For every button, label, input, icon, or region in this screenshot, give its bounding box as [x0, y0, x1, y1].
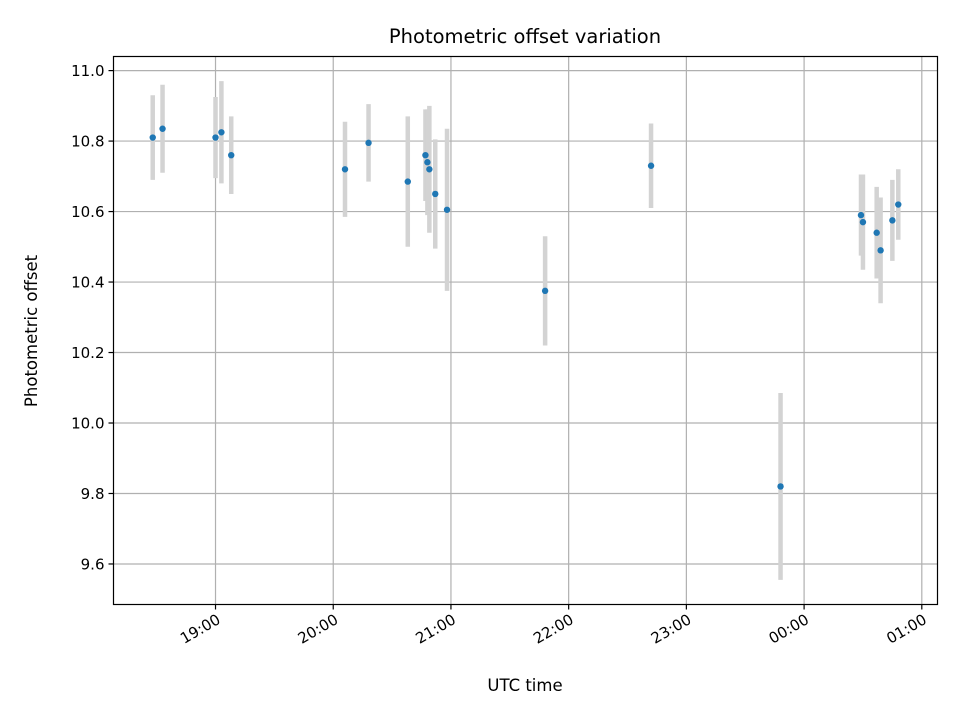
x-tick-label: 21:00	[413, 610, 459, 647]
x-tick-label: 20:00	[295, 610, 341, 647]
data-point	[422, 151, 429, 159]
y-tick-label: 10.2	[71, 344, 104, 362]
data-point	[212, 134, 219, 141]
data-point	[228, 151, 235, 159]
plot-frame	[112, 55, 939, 606]
data-point	[341, 166, 349, 173]
data-point	[541, 287, 549, 295]
grid	[113, 56, 938, 605]
data-point	[859, 218, 867, 226]
data-point	[873, 229, 880, 236]
data-point	[149, 134, 156, 141]
data-point	[218, 129, 225, 136]
y-tick-label: 10.8	[71, 133, 104, 151]
y-tick-label: 10.6	[71, 203, 104, 221]
x-tick-label: 22:00	[530, 610, 576, 647]
error-bars	[150, 81, 901, 580]
data-point	[443, 206, 451, 213]
y-tick-label: 9.8	[81, 485, 105, 503]
x-tick-label: 00:00	[766, 610, 812, 647]
y-axis-title: Photometric offset	[22, 254, 41, 407]
data-point	[777, 483, 784, 490]
data-points	[149, 125, 902, 490]
x-axis-ticks: 19:00 20:00 21:00 22:00 23:00 00:00 01:00	[177, 604, 930, 648]
y-axis-ticks: 9.6 9.8 10.0 10.2 10.4 10.6 10.8 11.0	[71, 62, 114, 573]
y-tick-label: 9.6	[81, 555, 105, 573]
data-point	[889, 217, 896, 224]
data-point	[877, 247, 884, 254]
y-tick-label: 10.0	[71, 415, 104, 433]
data-point	[424, 159, 431, 166]
x-tick-label: 23:00	[648, 610, 694, 647]
data-point	[647, 162, 655, 169]
x-tick-label: 19:00	[177, 610, 223, 647]
data-point	[895, 201, 902, 208]
chart-title: Photometric offset variation	[389, 25, 661, 48]
y-tick-label: 10.4	[71, 274, 104, 292]
data-point	[857, 211, 865, 219]
x-tick-label: 01:00	[883, 610, 929, 647]
y-tick-label: 11.0	[71, 62, 104, 80]
x-axis-title: UTC time	[487, 676, 562, 695]
data-point	[432, 190, 439, 198]
data-point	[426, 166, 433, 173]
data-point	[159, 125, 166, 132]
data-point	[365, 139, 372, 147]
data-point	[404, 178, 411, 185]
